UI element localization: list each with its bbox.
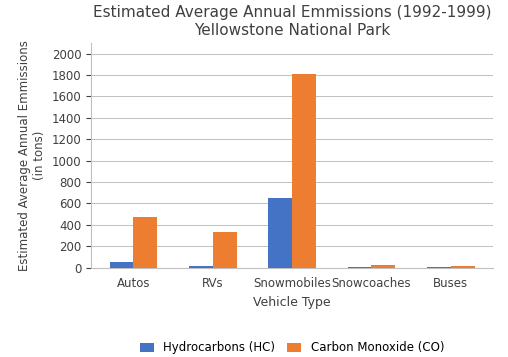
Bar <box>268 198 292 268</box>
Y-axis label: Estimated Average Annual Emmissions
(in tons): Estimated Average Annual Emmissions (in … <box>18 40 46 271</box>
Bar <box>347 267 371 268</box>
Bar <box>189 266 213 268</box>
X-axis label: Vehicle Type: Vehicle Type <box>253 296 331 309</box>
Bar <box>134 217 157 268</box>
Bar <box>110 262 134 268</box>
Bar <box>427 267 451 268</box>
Bar <box>451 266 474 268</box>
Bar <box>292 74 316 268</box>
Bar <box>371 265 395 268</box>
Title: Estimated Average Annual Emmissions (1992-1999)
Yellowstone National Park: Estimated Average Annual Emmissions (199… <box>93 5 491 37</box>
Bar <box>213 232 237 268</box>
Legend: Hydrocarbons (HC), Carbon Monoxide (CO): Hydrocarbons (HC), Carbon Monoxide (CO) <box>135 337 449 357</box>
